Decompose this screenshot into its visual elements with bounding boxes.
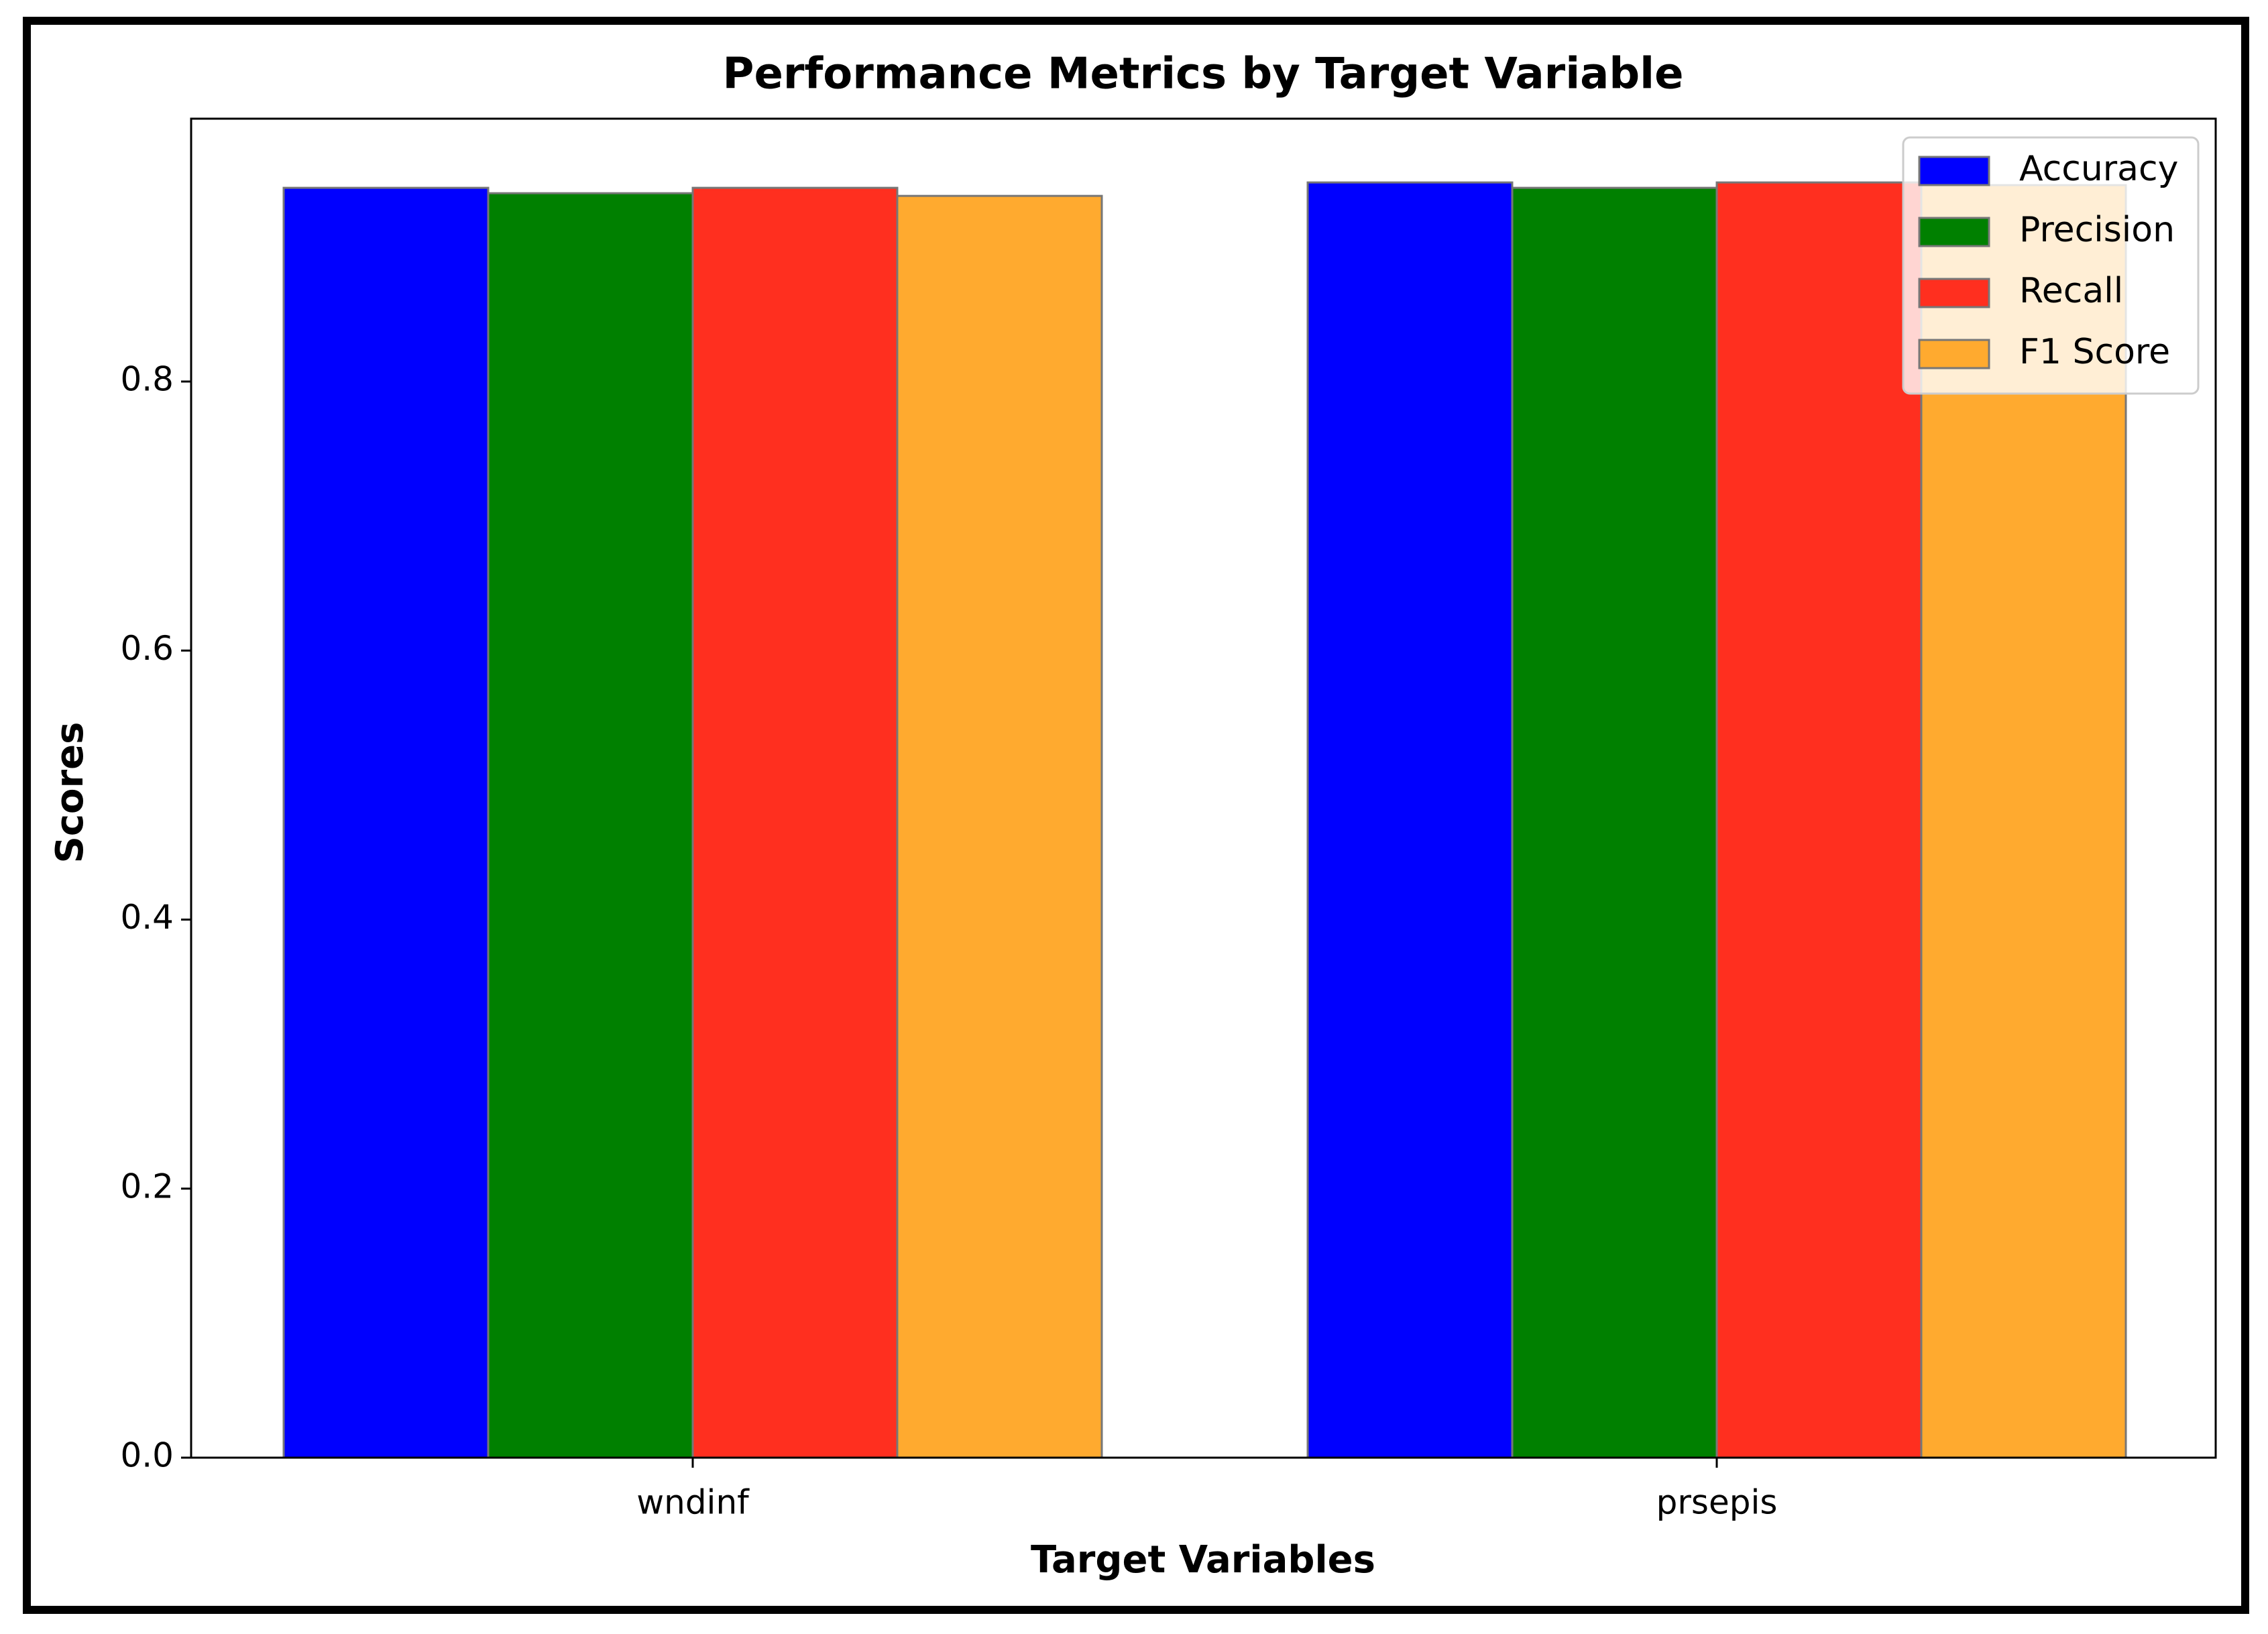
legend-swatch: [1918, 339, 1990, 369]
legend-label: Recall: [2019, 271, 2123, 311]
bar: [1715, 181, 1923, 1459]
y-tick-label: 0.4: [120, 898, 174, 937]
bar: [1306, 181, 1514, 1459]
y-tick-label: 0.6: [120, 629, 174, 668]
bar: [1511, 186, 1718, 1459]
chart-title: Performance Metrics by Target Variable: [723, 50, 1684, 99]
y-tick-label: 0.8: [120, 360, 174, 399]
y-axis-label: Scores: [48, 722, 92, 864]
legend-swatch: [1918, 278, 1990, 308]
legend-label: Accuracy: [2019, 149, 2178, 189]
legend-label: Precision: [2019, 210, 2175, 250]
x-tick-label: wndinf: [636, 1483, 750, 1522]
legend-box: [1902, 136, 2200, 395]
bar: [282, 186, 490, 1459]
x-tick-label: prsepis: [1656, 1483, 1778, 1522]
legend-label: F1 Score: [2019, 332, 2170, 372]
frame: [23, 17, 2249, 1614]
bar: [487, 192, 694, 1459]
bar: [691, 186, 899, 1459]
bar: [896, 194, 1103, 1459]
legend-swatch: [1918, 156, 1990, 186]
bar: [1920, 184, 2127, 1459]
x-axis-label: Target Variables: [1031, 1538, 1375, 1582]
plot-frame: [190, 117, 2217, 1459]
y-tick-label: 0.0: [120, 1436, 174, 1475]
y-tick-label: 0.2: [120, 1167, 174, 1206]
legend-swatch: [1918, 217, 1990, 247]
